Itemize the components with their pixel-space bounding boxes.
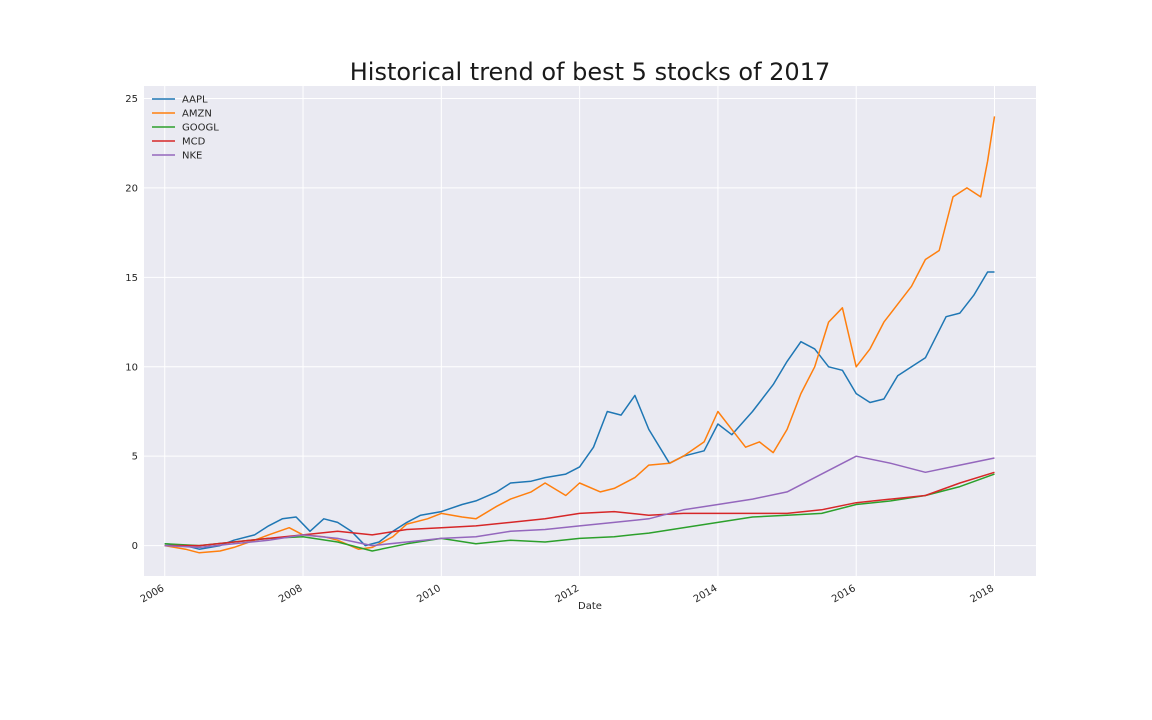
x-tick-label: 2010 <box>415 583 443 605</box>
legend-label-amzn: AMZN <box>182 109 212 120</box>
series-line-aapl <box>164 271 995 550</box>
plot-area <box>144 86 1036 576</box>
legend-label-googl: GOOGL <box>182 123 219 134</box>
x-tick-label: 2014 <box>692 583 720 605</box>
chart-title: Historical trend of best 5 stocks of 201… <box>350 58 831 86</box>
legend: AAPL AMZN GOOGL MCD NKE <box>152 95 219 162</box>
x-axis-label: Date <box>578 601 602 612</box>
y-tick-label: 20 <box>125 183 138 194</box>
x-tick-label: 2008 <box>277 583 305 605</box>
legend-label-mcd: MCD <box>182 137 206 148</box>
y-tick-label: 0 <box>132 541 138 552</box>
series-layer <box>164 116 996 554</box>
y-tick-label: 25 <box>125 94 138 105</box>
legend-label-nke: NKE <box>182 151 202 162</box>
y-tick-label: 15 <box>125 273 138 284</box>
y-tick-label: 5 <box>132 452 138 463</box>
series-line-nke <box>164 455 995 549</box>
grid-lines <box>144 86 1036 576</box>
y-tick-label: 10 <box>125 362 138 373</box>
x-tick-label: 2012 <box>554 583 582 605</box>
legend-label-aapl: AAPL <box>182 95 208 106</box>
x-tick-label: 2016 <box>830 583 858 605</box>
x-tick-label: 2006 <box>139 583 167 605</box>
x-tick-label: 2018 <box>968 583 996 605</box>
series-line-googl <box>164 473 995 552</box>
